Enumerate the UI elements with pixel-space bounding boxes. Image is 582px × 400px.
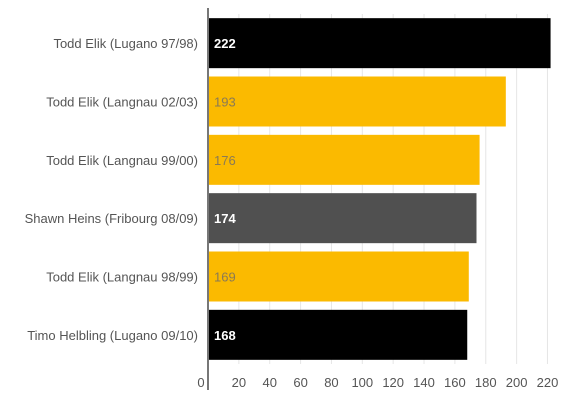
bar-0 (209, 18, 551, 69)
bar-value-label-0: 222 (214, 36, 236, 51)
category-label-0: Todd Elik (Lugano 97/98) (53, 36, 198, 51)
category-label-2: Todd Elik (Langnau 99/00) (46, 153, 198, 168)
category-labels: Todd Elik (Lugano 97/98) Todd Elik (Langn… (25, 36, 198, 343)
bar-value-label-1: 193 (214, 95, 236, 110)
category-label-5: Timo Helbling (Lugano 09/10) (27, 328, 198, 343)
bar-value-label-3: 174 (214, 211, 236, 226)
x-tick-label-160: 160 (444, 375, 466, 390)
x-tick-labels: 0 20 40 60 80 100 120 140 160 180 200 220 (197, 375, 558, 390)
grid-lines (238, 14, 548, 364)
category-label-4: Todd Elik (Langnau 98/99) (46, 270, 198, 285)
x-tick-label-40: 40 (262, 375, 276, 390)
bar-4 (209, 251, 469, 302)
bar-value-label-2: 176 (214, 153, 236, 168)
x-tick-label-60: 60 (293, 375, 307, 390)
x-tick-label-200: 200 (506, 375, 528, 390)
x-tick-label-100: 100 (351, 375, 373, 390)
bar-1 (209, 76, 506, 127)
bar-2 (209, 134, 480, 185)
category-label-1: Todd Elik (Langnau 02/03) (46, 95, 198, 110)
bars: 222 193 176 174 169 168 (209, 18, 551, 360)
category-label-3: Shawn Heins (Fribourg 08/09) (25, 211, 198, 226)
x-tick-label-0: 0 (197, 375, 204, 390)
x-tick-label-180: 180 (475, 375, 497, 390)
x-tick-label-120: 120 (382, 375, 404, 390)
bar-value-label-4: 169 (214, 270, 236, 285)
bar-5 (209, 309, 468, 360)
x-tick-label-80: 80 (324, 375, 338, 390)
x-tick-label-220: 220 (537, 375, 559, 390)
x-tick-label-20: 20 (232, 375, 246, 390)
bar-value-label-5: 168 (214, 328, 236, 343)
x-tick-label-140: 140 (413, 375, 435, 390)
bar-3 (209, 193, 477, 244)
